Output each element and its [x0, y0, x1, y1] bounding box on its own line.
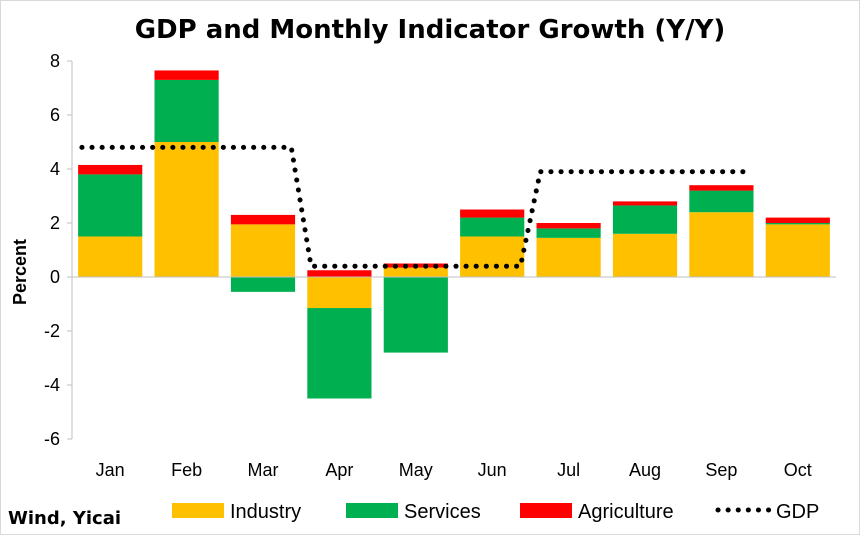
- x-tick-label: Oct: [784, 460, 812, 480]
- y-tick-label: -2: [44, 321, 60, 341]
- legend-label-industry: Industry: [230, 501, 301, 523]
- bar-industry-sep: [689, 212, 754, 277]
- bar-agriculture-jan: [78, 164, 143, 175]
- x-tick-label: Jul: [557, 460, 580, 480]
- bar-industry-feb: [154, 142, 219, 277]
- source-note: Wind, Yicai: [8, 508, 121, 529]
- x-tick-label: Mar: [248, 460, 279, 480]
- bar-industry-aug: [612, 233, 678, 277]
- x-tick-label: Feb: [171, 460, 202, 480]
- y-tick-label: 2: [50, 213, 60, 233]
- bar-agriculture-jul: [536, 223, 601, 229]
- bar-industry-jul: [536, 237, 601, 277]
- x-tick-label: Apr: [325, 460, 353, 480]
- bar-services-oct: [765, 223, 830, 225]
- bar-services-jul: [536, 228, 601, 238]
- x-tick-label: Aug: [629, 460, 661, 480]
- bar-services-apr: [307, 308, 372, 399]
- bar-industry-jun: [460, 236, 525, 277]
- legend-label-agriculture: Agriculture: [578, 501, 674, 523]
- legend-swatch-industry: [172, 503, 224, 518]
- bar-agriculture-jun: [460, 209, 525, 218]
- y-tick-label: 8: [50, 51, 60, 71]
- bar-agriculture-feb: [154, 70, 219, 80]
- plot-area: -6 -4 -2 0 2 4 6 8 Jan Feb Mar Apr May Jun Jul Aug Sep Oc…: [44, 51, 836, 480]
- bar-industry-jan: [78, 236, 143, 277]
- bar-agriculture-oct: [765, 217, 830, 223]
- bar-services-aug: [612, 205, 678, 234]
- x-tick-label: Jan: [96, 460, 125, 480]
- bar-industry-mar: [230, 224, 296, 277]
- legend-swatch-agriculture: [520, 503, 572, 518]
- x-tick-label: Jun: [478, 460, 507, 480]
- y-tick-label: 6: [50, 105, 60, 125]
- bar-industry-apr: [307, 277, 372, 309]
- bar-services-may: [383, 277, 448, 353]
- bar-agriculture-apr: [307, 270, 372, 277]
- y-tick-label: -4: [44, 375, 60, 395]
- chart-title: GDP and Monthly Indicator Growth (Y/Y): [135, 15, 726, 45]
- y-tick-label: -6: [44, 429, 60, 449]
- bar-agriculture-sep: [689, 185, 754, 191]
- bar-industry-may: [383, 267, 448, 277]
- bar-services-jun: [460, 217, 525, 237]
- x-tick-label: Sep: [705, 460, 737, 480]
- gdp-line: [79, 144, 753, 269]
- bar-services-mar: [230, 277, 296, 292]
- legend-label-gdp: GDP: [776, 501, 819, 523]
- y-axis-label: Percent: [10, 239, 30, 305]
- bar-agriculture-aug: [612, 201, 678, 206]
- bar-agriculture-mar: [230, 214, 296, 225]
- legend-swatch-services: [346, 503, 398, 518]
- bar-services-sep: [689, 190, 754, 213]
- legend-label-services: Services: [404, 501, 481, 523]
- bar-services-feb: [154, 79, 219, 142]
- legend: Industry Services Agriculture GDP: [172, 501, 819, 523]
- y-tick-label: 0: [50, 267, 60, 287]
- bar-industry-oct: [765, 224, 830, 277]
- x-tick-label: May: [399, 460, 433, 480]
- y-tick-label: 4: [50, 159, 60, 179]
- bar-services-jan: [78, 174, 143, 237]
